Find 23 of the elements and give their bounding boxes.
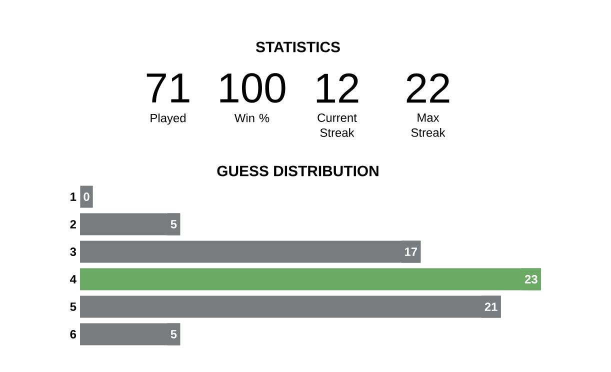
y-tick-label: 4	[70, 275, 76, 284]
data-label: 17	[405, 248, 418, 256]
text: 100	[220, 73, 286, 103]
y-tick-label: 6	[70, 330, 76, 338]
data-label: 0	[84, 192, 90, 201]
text: Played	[150, 114, 186, 125]
chart-title: GUESS DISTRIBUTION	[217, 166, 378, 176]
y-tick-label: 1	[70, 192, 76, 201]
text: STATISTICS	[256, 42, 340, 52]
data-label: 23	[524, 275, 538, 284]
data-label: 21	[484, 302, 498, 311]
data-label: 5	[170, 330, 177, 338]
data-label: 5	[170, 220, 177, 228]
text: Win %	[234, 114, 270, 122]
text: 71	[146, 74, 190, 102]
bar	[80, 296, 501, 318]
text: 12	[316, 73, 358, 103]
text: Current Streak	[318, 114, 357, 137]
y-tick-label: 5	[70, 302, 76, 311]
text: 22	[406, 73, 450, 103]
y-tick-label: 3	[70, 248, 76, 256]
text: Max Streak	[411, 114, 446, 137]
y-tick-label: 2	[70, 220, 76, 228]
